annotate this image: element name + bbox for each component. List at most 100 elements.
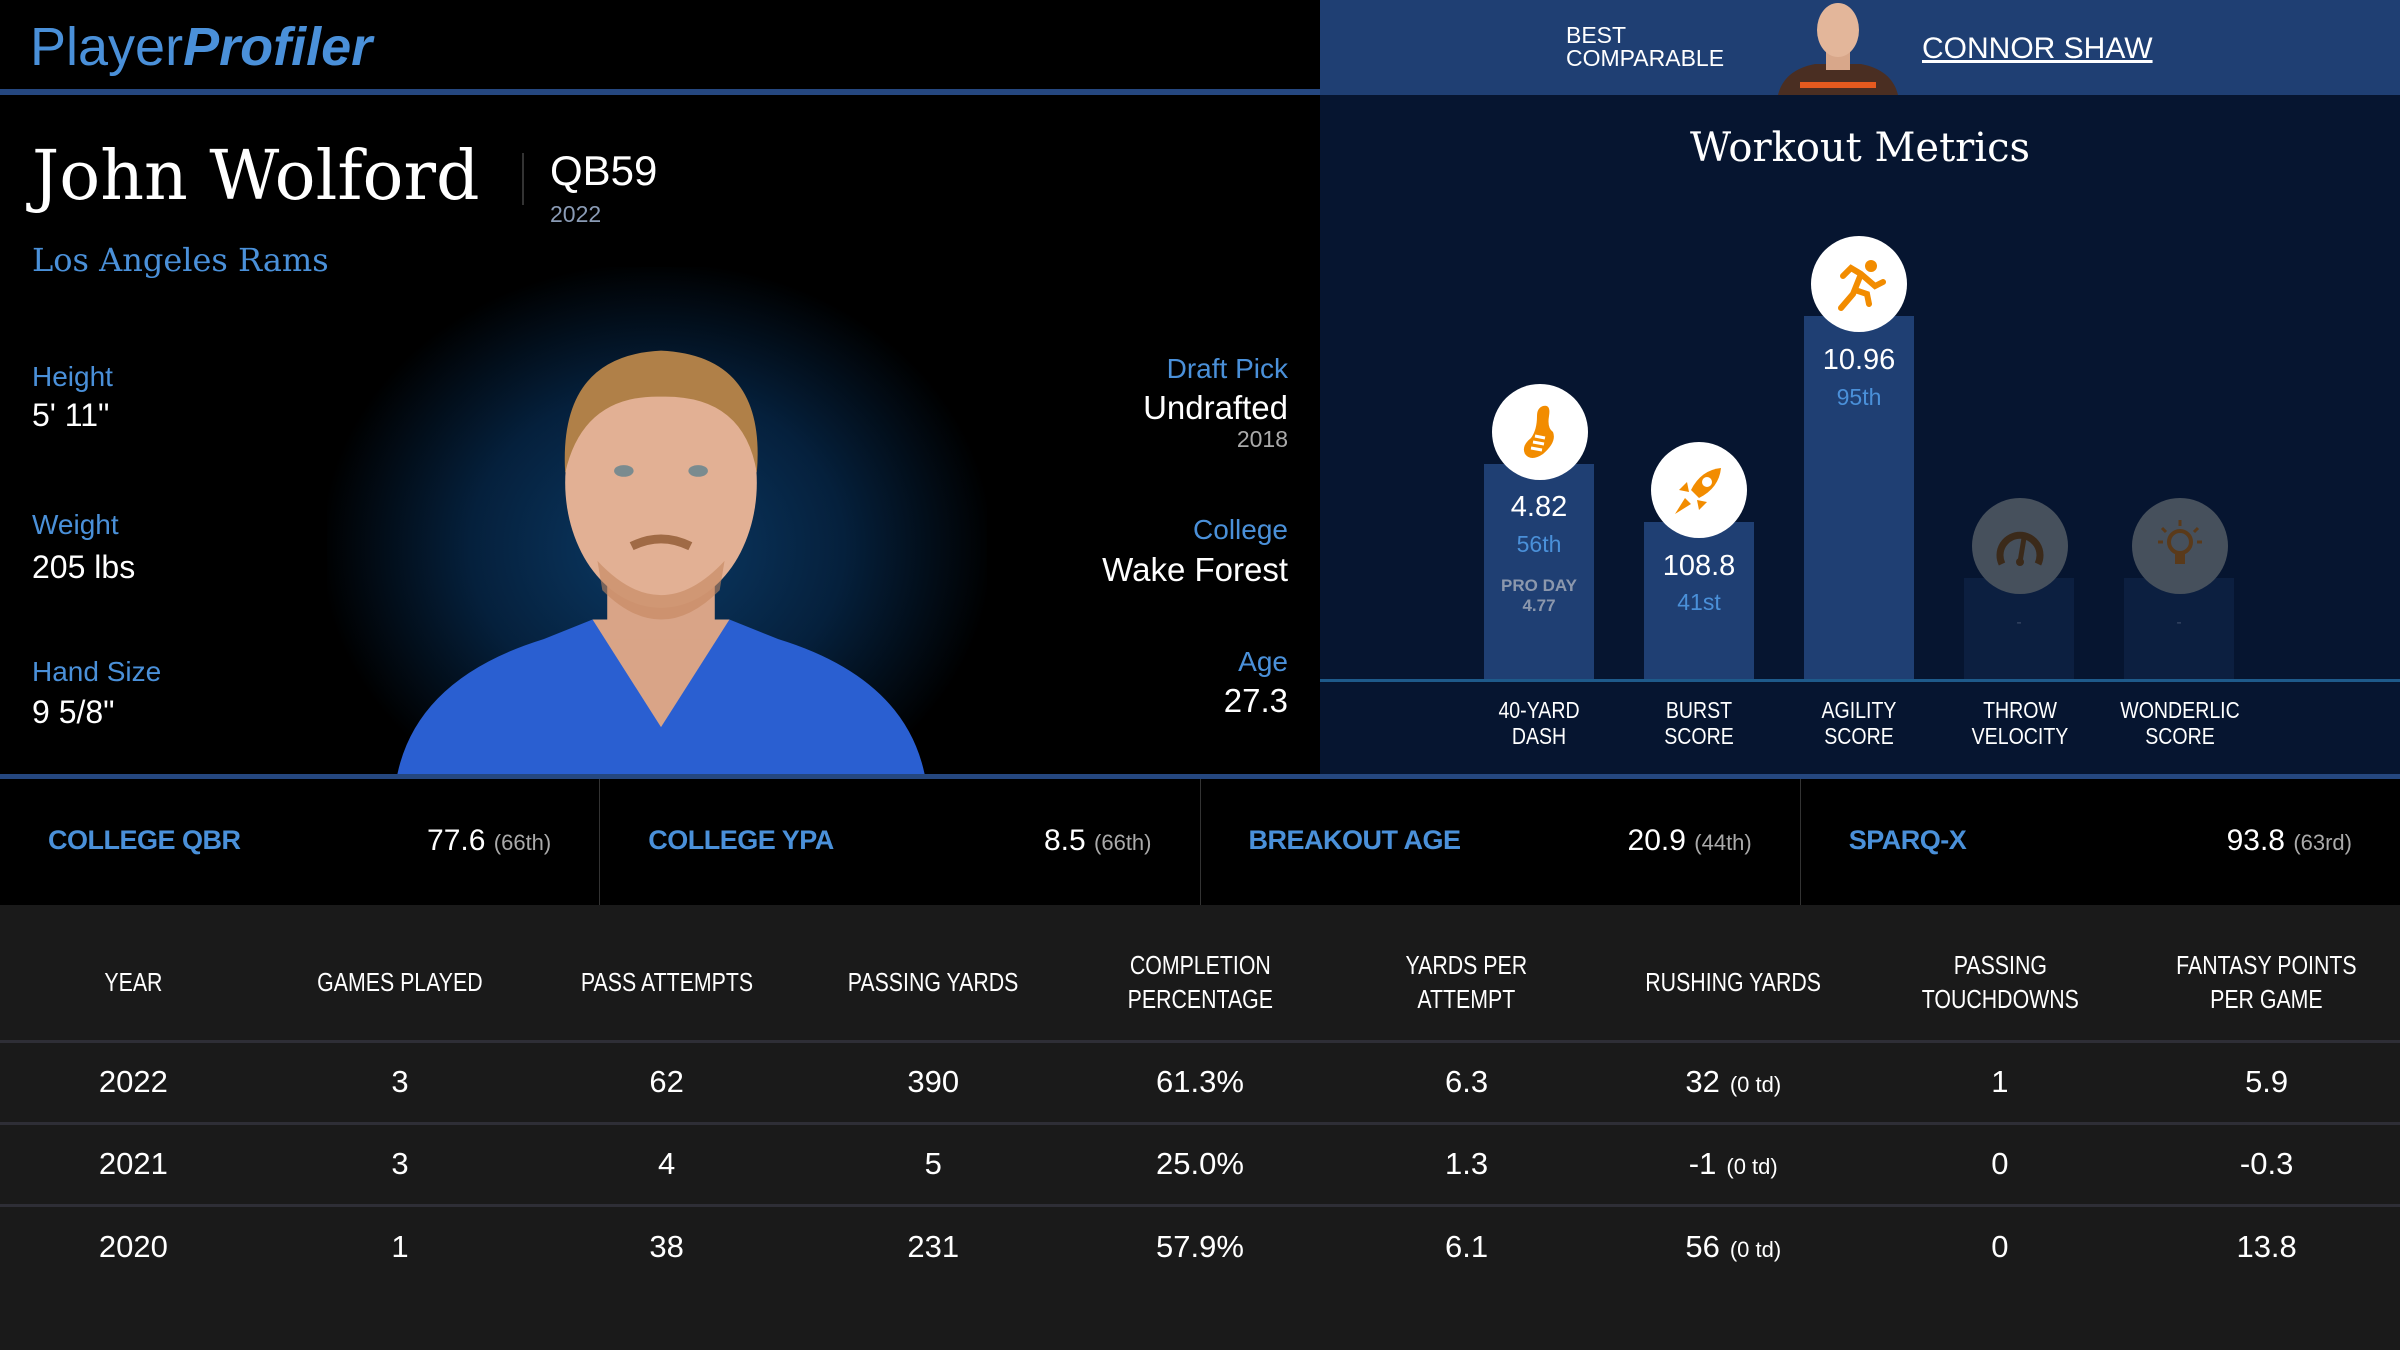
label-line: SCORE bbox=[1664, 723, 1734, 749]
metric-value: 10.96 bbox=[1822, 344, 1896, 376]
metric-value: - bbox=[2016, 614, 2022, 631]
height-value: 5' 11" bbox=[32, 397, 110, 433]
stat-label: BREAKOUT AGE bbox=[1248, 825, 1462, 855]
column-header-label: COMPLETION PERCENTAGE bbox=[1127, 950, 1273, 1015]
top-bar: PlayerProfiler bbox=[0, 0, 1320, 95]
comparable-player-link[interactable]: CONNOR SHAW bbox=[1922, 32, 2153, 65]
bar-agility-score bbox=[1804, 316, 1914, 679]
label-line: 40-YARD bbox=[1498, 697, 1580, 723]
column-header[interactable]: COMPLETION PERCENTAGE bbox=[1066, 905, 1334, 1043]
label-line: DASH bbox=[1511, 723, 1567, 749]
stat-percentile: (66th) bbox=[493, 830, 552, 855]
column-header-label: PASSING TOUCHDOWNS bbox=[1921, 950, 2079, 1015]
cell-value: 390 bbox=[907, 1064, 960, 1099]
stat-value-group: 20.9 (44th) bbox=[1628, 824, 1752, 858]
stat-value: 93.8 bbox=[2226, 824, 2285, 857]
table-cell: 25.0% bbox=[1066, 1123, 1334, 1207]
table-cell: 231 bbox=[800, 1205, 1067, 1287]
season: 2022 bbox=[550, 201, 602, 227]
logo[interactable]: PlayerProfiler bbox=[30, 16, 372, 78]
column-header[interactable]: YARDS PER ATTEMPT bbox=[1333, 905, 1600, 1043]
column-header[interactable]: PASS ATTEMPTS bbox=[533, 905, 800, 1043]
column-header-label: GAMES PLAYED bbox=[317, 967, 483, 998]
table-cell: 2020 bbox=[0, 1205, 267, 1287]
table-cell: 4 bbox=[533, 1123, 800, 1207]
column-header-label: PASSING YARDS bbox=[847, 967, 1019, 998]
table-row: 2022 3 62 390 61.3% 6.3 32 (0 td) 1 5.9 bbox=[0, 1041, 2400, 1125]
stat-value-group: 8.5 (66th) bbox=[1044, 824, 1152, 858]
cell-value: 6.3 bbox=[1445, 1064, 1489, 1099]
best-comparable-bar: BEST COMPARABLE CONNOR SHAW bbox=[1320, 0, 2400, 95]
stat-percentile: (63rd) bbox=[2293, 830, 2352, 855]
table-cell: 2021 bbox=[0, 1123, 267, 1207]
cell-value: 32 bbox=[1685, 1064, 1720, 1099]
cell-value: 0 bbox=[1991, 1228, 2009, 1264]
team-link[interactable]: Los Angeles Rams bbox=[32, 241, 329, 279]
label-line: SCORE bbox=[2145, 723, 2215, 749]
cell-value: 61.3% bbox=[1156, 1064, 1244, 1099]
table-header-row: YEAR GAMES PLAYED PASS ATTEMPTS PASSING YAR… bbox=[0, 905, 2400, 1043]
metric-value: - bbox=[2176, 614, 2182, 631]
column-header[interactable]: FANTASY POINTS PER GAME bbox=[2133, 905, 2400, 1043]
weight-label: Weight bbox=[32, 509, 119, 540]
label-line: AGILITY bbox=[1821, 697, 1897, 723]
player-name: John Wolford bbox=[32, 137, 480, 216]
metric-label: THROW VELOCITY bbox=[1948, 697, 2093, 749]
table-row: 2021 3 4 5 25.0% 1.3 -1 (0 td) 0 -0.3 bbox=[0, 1123, 2400, 1207]
height-label: Height bbox=[32, 361, 113, 392]
metric-percentile: 56th bbox=[1516, 531, 1562, 557]
table-cell: 1 bbox=[1866, 1041, 2134, 1125]
cell-value: 231 bbox=[907, 1228, 960, 1264]
column-header[interactable]: PASSING TOUCHDOWNS bbox=[1866, 905, 2134, 1043]
table-cell: 0 bbox=[1867, 1205, 2134, 1287]
bar-wonderlic-score bbox=[2124, 578, 2234, 679]
metric-label: WONDERLIC SCORE bbox=[2108, 697, 2253, 749]
workout-metrics-title: Workout Metrics bbox=[1689, 125, 2031, 171]
stat-label: COLLEGE YPA bbox=[648, 825, 834, 855]
label-line: WONDERLIC bbox=[2120, 697, 2240, 723]
column-header[interactable]: RUSHING YARDS bbox=[1599, 905, 1867, 1043]
label-line: BEST bbox=[1566, 22, 1627, 48]
best-comparable-label: BEST COMPARABLE bbox=[1566, 24, 1724, 70]
table-cell: 57.9% bbox=[1067, 1205, 1334, 1287]
college-value: Wake Forest bbox=[1102, 551, 1288, 588]
cell-value: 1.3 bbox=[1445, 1146, 1489, 1181]
table-cell: 56 (0 td) bbox=[1600, 1205, 1867, 1287]
cell-value: 62 bbox=[649, 1064, 684, 1099]
label-line: VELOCITY bbox=[1971, 723, 2069, 749]
label-line: THROW bbox=[1983, 697, 2057, 723]
table-cell: -1 (0 td) bbox=[1599, 1123, 1867, 1207]
stat-breakout-age: BREAKOUT AGE 20.9 (44th) bbox=[1201, 779, 1801, 905]
table-cell: 1.3 bbox=[1333, 1123, 1600, 1207]
label-line: COMPARABLE bbox=[1566, 45, 1725, 71]
table-cell: 62 bbox=[533, 1041, 800, 1125]
stat-percentile: (44th) bbox=[1694, 830, 1752, 855]
metric-percentile: 41st bbox=[1677, 589, 1721, 615]
table-cell: 1 bbox=[267, 1205, 534, 1287]
player-photo bbox=[397, 350, 925, 774]
stat-value: 77.6 bbox=[427, 824, 486, 857]
column-header[interactable]: YEAR bbox=[0, 905, 267, 1043]
table-cell: 61.3% bbox=[1066, 1041, 1334, 1125]
table-cell: 2022 bbox=[0, 1041, 267, 1125]
stat-value: 20.9 bbox=[1627, 824, 1686, 857]
pro-day-label: PRO DAY 4.77 bbox=[1484, 576, 1594, 616]
rushing-td: (0 td) bbox=[1726, 1154, 1778, 1179]
comparable-photo bbox=[1778, 3, 1898, 95]
metric-percentile: 95th bbox=[1836, 384, 1882, 410]
column-header[interactable]: GAMES PLAYED bbox=[266, 905, 534, 1043]
advanced-stats-row: COLLEGE QBR 77.6 (66th) COLLEGE YPA 8.5 (6… bbox=[0, 779, 2400, 905]
season-stats-table: YEAR GAMES PLAYED PASS ATTEMPTS PASSING YAR… bbox=[0, 905, 2400, 1350]
age-label: Age bbox=[1238, 646, 1288, 677]
metric-value: 4.82 bbox=[1510, 491, 1568, 523]
stat-value: 8.5 bbox=[1043, 824, 1086, 857]
column-header-label: PASS ATTEMPTS bbox=[580, 967, 753, 998]
bar-throw-velocity bbox=[1964, 578, 2074, 679]
cell-value: 1 bbox=[1991, 1064, 2009, 1099]
stat-value-group: 77.6 (66th) bbox=[427, 824, 551, 858]
column-header[interactable]: PASSING YARDS bbox=[799, 905, 1067, 1043]
stat-percentile: (66th) bbox=[1094, 830, 1152, 855]
table-cell: 5.9 bbox=[2133, 1041, 2400, 1125]
cell-value: 3 bbox=[391, 1146, 409, 1181]
table-cell: 32 (0 td) bbox=[1599, 1041, 1867, 1125]
